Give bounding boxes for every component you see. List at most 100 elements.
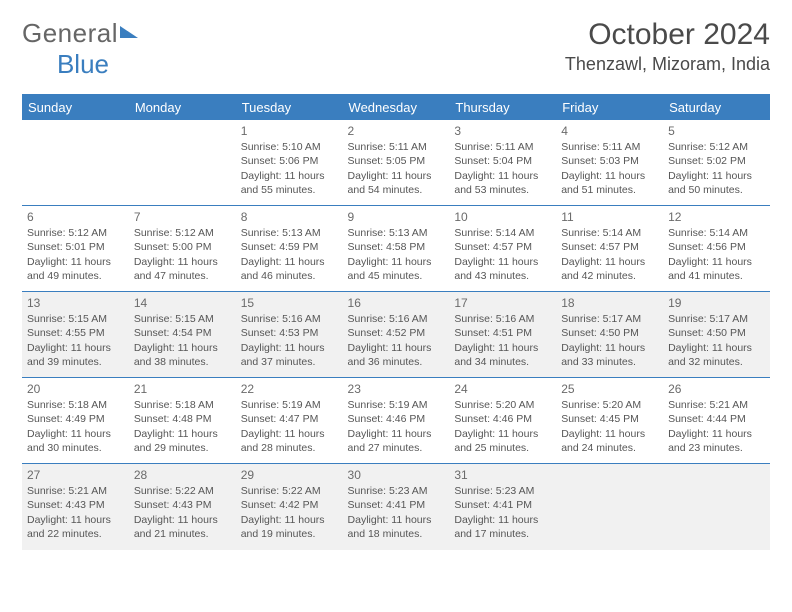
calendar-day-cell: 9Sunrise: 5:13 AMSunset: 4:58 PMDaylight… xyxy=(343,206,450,292)
daylight-text: Daylight: 11 hours and 28 minutes. xyxy=(241,427,338,455)
day-header: Saturday xyxy=(663,95,770,120)
calendar-day-cell: 6Sunrise: 5:12 AMSunset: 5:01 PMDaylight… xyxy=(22,206,129,292)
sunrise-text: Sunrise: 5:21 AM xyxy=(27,484,124,498)
daylight-text: Daylight: 11 hours and 49 minutes. xyxy=(27,255,124,283)
sunset-text: Sunset: 5:05 PM xyxy=(348,154,445,168)
calendar-day-cell: 19Sunrise: 5:17 AMSunset: 4:50 PMDayligh… xyxy=(663,292,770,378)
sunset-text: Sunset: 5:01 PM xyxy=(27,240,124,254)
sunset-text: Sunset: 4:52 PM xyxy=(348,326,445,340)
sunrise-text: Sunrise: 5:16 AM xyxy=(454,312,551,326)
sunrise-text: Sunrise: 5:22 AM xyxy=(241,484,338,498)
sunset-text: Sunset: 5:02 PM xyxy=(668,154,765,168)
day-number: 27 xyxy=(27,467,124,483)
day-number: 1 xyxy=(241,123,338,139)
calendar-day-cell: 10Sunrise: 5:14 AMSunset: 4:57 PMDayligh… xyxy=(449,206,556,292)
calendar-day-cell: 18Sunrise: 5:17 AMSunset: 4:50 PMDayligh… xyxy=(556,292,663,378)
calendar-header-row: SundayMondayTuesdayWednesdayThursdayFrid… xyxy=(22,95,770,120)
calendar-day-cell: 25Sunrise: 5:20 AMSunset: 4:45 PMDayligh… xyxy=(556,378,663,464)
day-header: Monday xyxy=(129,95,236,120)
day-number: 5 xyxy=(668,123,765,139)
day-number: 7 xyxy=(134,209,231,225)
day-number: 13 xyxy=(27,295,124,311)
sunset-text: Sunset: 4:50 PM xyxy=(668,326,765,340)
day-number: 19 xyxy=(668,295,765,311)
calendar-week-row: 1Sunrise: 5:10 AMSunset: 5:06 PMDaylight… xyxy=(22,120,770,206)
sunrise-text: Sunrise: 5:17 AM xyxy=(561,312,658,326)
calendar-day-cell: 30Sunrise: 5:23 AMSunset: 4:41 PMDayligh… xyxy=(343,464,450,550)
title-block: October 2024 Thenzawl, Mizoram, India xyxy=(565,18,770,75)
sunrise-text: Sunrise: 5:23 AM xyxy=(454,484,551,498)
calendar-day-cell: 21Sunrise: 5:18 AMSunset: 4:48 PMDayligh… xyxy=(129,378,236,464)
sunset-text: Sunset: 4:49 PM xyxy=(27,412,124,426)
day-number: 25 xyxy=(561,381,658,397)
daylight-text: Daylight: 11 hours and 42 minutes. xyxy=(561,255,658,283)
sunset-text: Sunset: 4:50 PM xyxy=(561,326,658,340)
sunset-text: Sunset: 4:51 PM xyxy=(454,326,551,340)
sunrise-text: Sunrise: 5:15 AM xyxy=(134,312,231,326)
sunset-text: Sunset: 4:53 PM xyxy=(241,326,338,340)
sunrise-text: Sunrise: 5:15 AM xyxy=(27,312,124,326)
calendar-day-cell: 1Sunrise: 5:10 AMSunset: 5:06 PMDaylight… xyxy=(236,120,343,206)
sunrise-text: Sunrise: 5:17 AM xyxy=(668,312,765,326)
day-number: 20 xyxy=(27,381,124,397)
sunrise-text: Sunrise: 5:13 AM xyxy=(241,226,338,240)
daylight-text: Daylight: 11 hours and 41 minutes. xyxy=(668,255,765,283)
sunrise-text: Sunrise: 5:16 AM xyxy=(348,312,445,326)
day-number: 8 xyxy=(241,209,338,225)
calendar-day-cell: 28Sunrise: 5:22 AMSunset: 4:43 PMDayligh… xyxy=(129,464,236,550)
sunrise-text: Sunrise: 5:11 AM xyxy=(454,140,551,154)
calendar-week-row: 6Sunrise: 5:12 AMSunset: 5:01 PMDaylight… xyxy=(22,206,770,292)
calendar-week-row: 20Sunrise: 5:18 AMSunset: 4:49 PM Dayligh… xyxy=(22,378,770,464)
daylight-text: Daylight: 11 hours and 47 minutes. xyxy=(134,255,231,283)
sunrise-text: Sunrise: 5:20 AM xyxy=(454,398,551,412)
daylight-text: Daylight: 11 hours and 36 minutes. xyxy=(348,341,445,369)
calendar-week-row: 13Sunrise: 5:15 AMSunset: 4:55 PMDayligh… xyxy=(22,292,770,378)
daylight-text: Daylight: 11 hours and 53 minutes. xyxy=(454,169,551,197)
calendar-day-cell: 3Sunrise: 5:11 AMSunset: 5:04 PMDaylight… xyxy=(449,120,556,206)
location-text: Thenzawl, Mizoram, India xyxy=(565,54,770,75)
sunrise-text: Sunrise: 5:18 AM xyxy=(27,398,124,412)
brand-triangle-icon xyxy=(120,26,138,38)
day-number: 29 xyxy=(241,467,338,483)
sunrise-text: Sunrise: 5:12 AM xyxy=(668,140,765,154)
daylight-text: Daylight: 11 hours and 51 minutes. xyxy=(561,169,658,197)
calendar-empty-cell xyxy=(129,120,236,206)
daylight-text: Daylight: 11 hours and 18 minutes. xyxy=(348,513,445,541)
day-number: 30 xyxy=(348,467,445,483)
daylight-text: Daylight: 11 hours and 50 minutes. xyxy=(668,169,765,197)
sunset-text: Sunset: 4:58 PM xyxy=(348,240,445,254)
sunset-text: Sunset: 4:55 PM xyxy=(27,326,124,340)
sunrise-text: Sunrise: 5:14 AM xyxy=(561,226,658,240)
calendar-day-cell: 24Sunrise: 5:20 AMSunset: 4:46 PMDayligh… xyxy=(449,378,556,464)
daylight-text: Daylight: 11 hours and 38 minutes. xyxy=(134,341,231,369)
day-number: 12 xyxy=(668,209,765,225)
calendar-day-cell: 22Sunrise: 5:19 AMSunset: 4:47 PMDayligh… xyxy=(236,378,343,464)
calendar-day-cell: 27Sunrise: 5:21 AMSunset: 4:43 PMDayligh… xyxy=(22,464,129,550)
calendar-empty-cell xyxy=(663,464,770,550)
calendar-day-cell: 12Sunrise: 5:14 AMSunset: 4:56 PMDayligh… xyxy=(663,206,770,292)
calendar-body: 1Sunrise: 5:10 AMSunset: 5:06 PMDaylight… xyxy=(22,120,770,550)
daylight-text: Daylight: 11 hours and 21 minutes. xyxy=(134,513,231,541)
sunrise-text: Sunrise: 5:13 AM xyxy=(348,226,445,240)
daylight-text: Daylight: 11 hours and 29 minutes. xyxy=(134,427,231,455)
daylight-text: Daylight: 11 hours and 25 minutes. xyxy=(454,427,551,455)
calendar-day-cell: 7Sunrise: 5:12 AMSunset: 5:00 PMDaylight… xyxy=(129,206,236,292)
sunset-text: Sunset: 4:43 PM xyxy=(134,498,231,512)
daylight-text: Daylight: 11 hours and 23 minutes. xyxy=(668,427,765,455)
brand-word-2: Blue xyxy=(57,49,109,79)
sunset-text: Sunset: 4:56 PM xyxy=(668,240,765,254)
calendar-day-cell: 5Sunrise: 5:12 AMSunset: 5:02 PMDaylight… xyxy=(663,120,770,206)
day-number: 15 xyxy=(241,295,338,311)
day-number: 18 xyxy=(561,295,658,311)
sunset-text: Sunset: 5:04 PM xyxy=(454,154,551,168)
sunrise-text: Sunrise: 5:20 AM xyxy=(561,398,658,412)
sunset-text: Sunset: 4:41 PM xyxy=(348,498,445,512)
calendar-day-cell: 31Sunrise: 5:23 AMSunset: 4:41 PMDayligh… xyxy=(449,464,556,550)
sunset-text: Sunset: 4:59 PM xyxy=(241,240,338,254)
daylight-text: Daylight: 11 hours and 32 minutes. xyxy=(668,341,765,369)
sunset-text: Sunset: 4:45 PM xyxy=(561,412,658,426)
sunrise-text: Sunrise: 5:22 AM xyxy=(134,484,231,498)
day-number: 11 xyxy=(561,209,658,225)
calendar-day-cell: 11Sunrise: 5:14 AMSunset: 4:57 PMDayligh… xyxy=(556,206,663,292)
calendar-empty-cell xyxy=(22,120,129,206)
